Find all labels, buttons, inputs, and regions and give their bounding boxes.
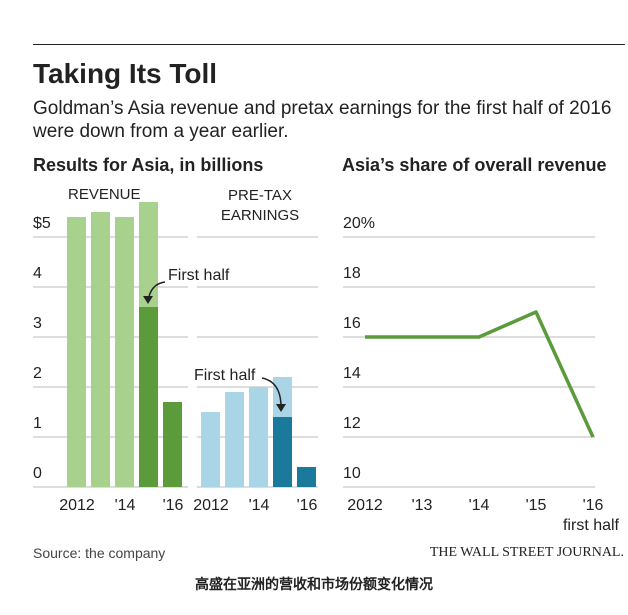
bar — [115, 217, 134, 487]
y-tick-label: 12 — [343, 415, 361, 432]
bar — [91, 212, 110, 487]
section-heading: Asia’s share of overall revenue — [342, 155, 607, 175]
y-tick-label: $5 — [33, 215, 51, 232]
section-heading: Results for Asia, in billions — [33, 155, 264, 175]
bar — [297, 467, 316, 487]
x-tick-label: '15 — [526, 497, 547, 514]
x-tick-label: '14 — [249, 497, 270, 514]
y-tick-label: 1 — [33, 415, 42, 432]
y-tick-label: 14 — [343, 365, 361, 382]
title: Taking Its Toll — [33, 58, 218, 89]
bar — [249, 387, 268, 487]
annotation: first half — [563, 517, 620, 534]
x-tick-label: '16 — [583, 497, 604, 514]
x-tick-label: '16 — [163, 497, 184, 514]
bar — [201, 412, 220, 487]
y-tick-label: 3 — [33, 315, 42, 332]
caption: 高盛在亚洲的营收和市场份额变化情况 — [195, 576, 433, 592]
y-tick-label: 18 — [343, 265, 361, 282]
bar — [163, 402, 182, 487]
top-rule — [33, 44, 625, 45]
bar — [67, 217, 86, 487]
x-tick-label: 2012 — [59, 497, 95, 514]
y-tick-label: 0 — [33, 465, 42, 482]
arrow-head — [276, 404, 286, 412]
y-tick-label: 4 — [33, 265, 42, 282]
bar — [139, 307, 158, 487]
publisher: THE WALL STREET JOURNAL. — [429, 545, 624, 560]
y-tick-label: 2 — [33, 365, 42, 382]
bar — [225, 392, 244, 487]
chart-title: PRE-TAX EARNINGS — [220, 187, 300, 224]
y-tick-label: 20% — [343, 215, 375, 232]
annotation: First half — [194, 367, 256, 384]
x-tick-label: '16 — [297, 497, 318, 514]
annotation: First half — [168, 267, 230, 284]
chart-title: REVENUE — [68, 186, 141, 203]
subtitle: Goldman’s Asia revenue and pretax earnin… — [33, 98, 612, 142]
y-tick-label: 16 — [343, 315, 361, 332]
line — [365, 310, 595, 438]
x-tick-label: '14 — [115, 497, 136, 514]
x-tick-label: '13 — [412, 497, 433, 514]
arrow-head — [143, 296, 153, 304]
x-tick-label: '14 — [469, 497, 490, 514]
y-tick-label: 10 — [343, 465, 361, 482]
source: Source: the company — [33, 545, 166, 561]
x-tick-label: 2012 — [193, 497, 229, 514]
bar — [273, 417, 292, 487]
x-tick-label: 2012 — [347, 497, 383, 514]
